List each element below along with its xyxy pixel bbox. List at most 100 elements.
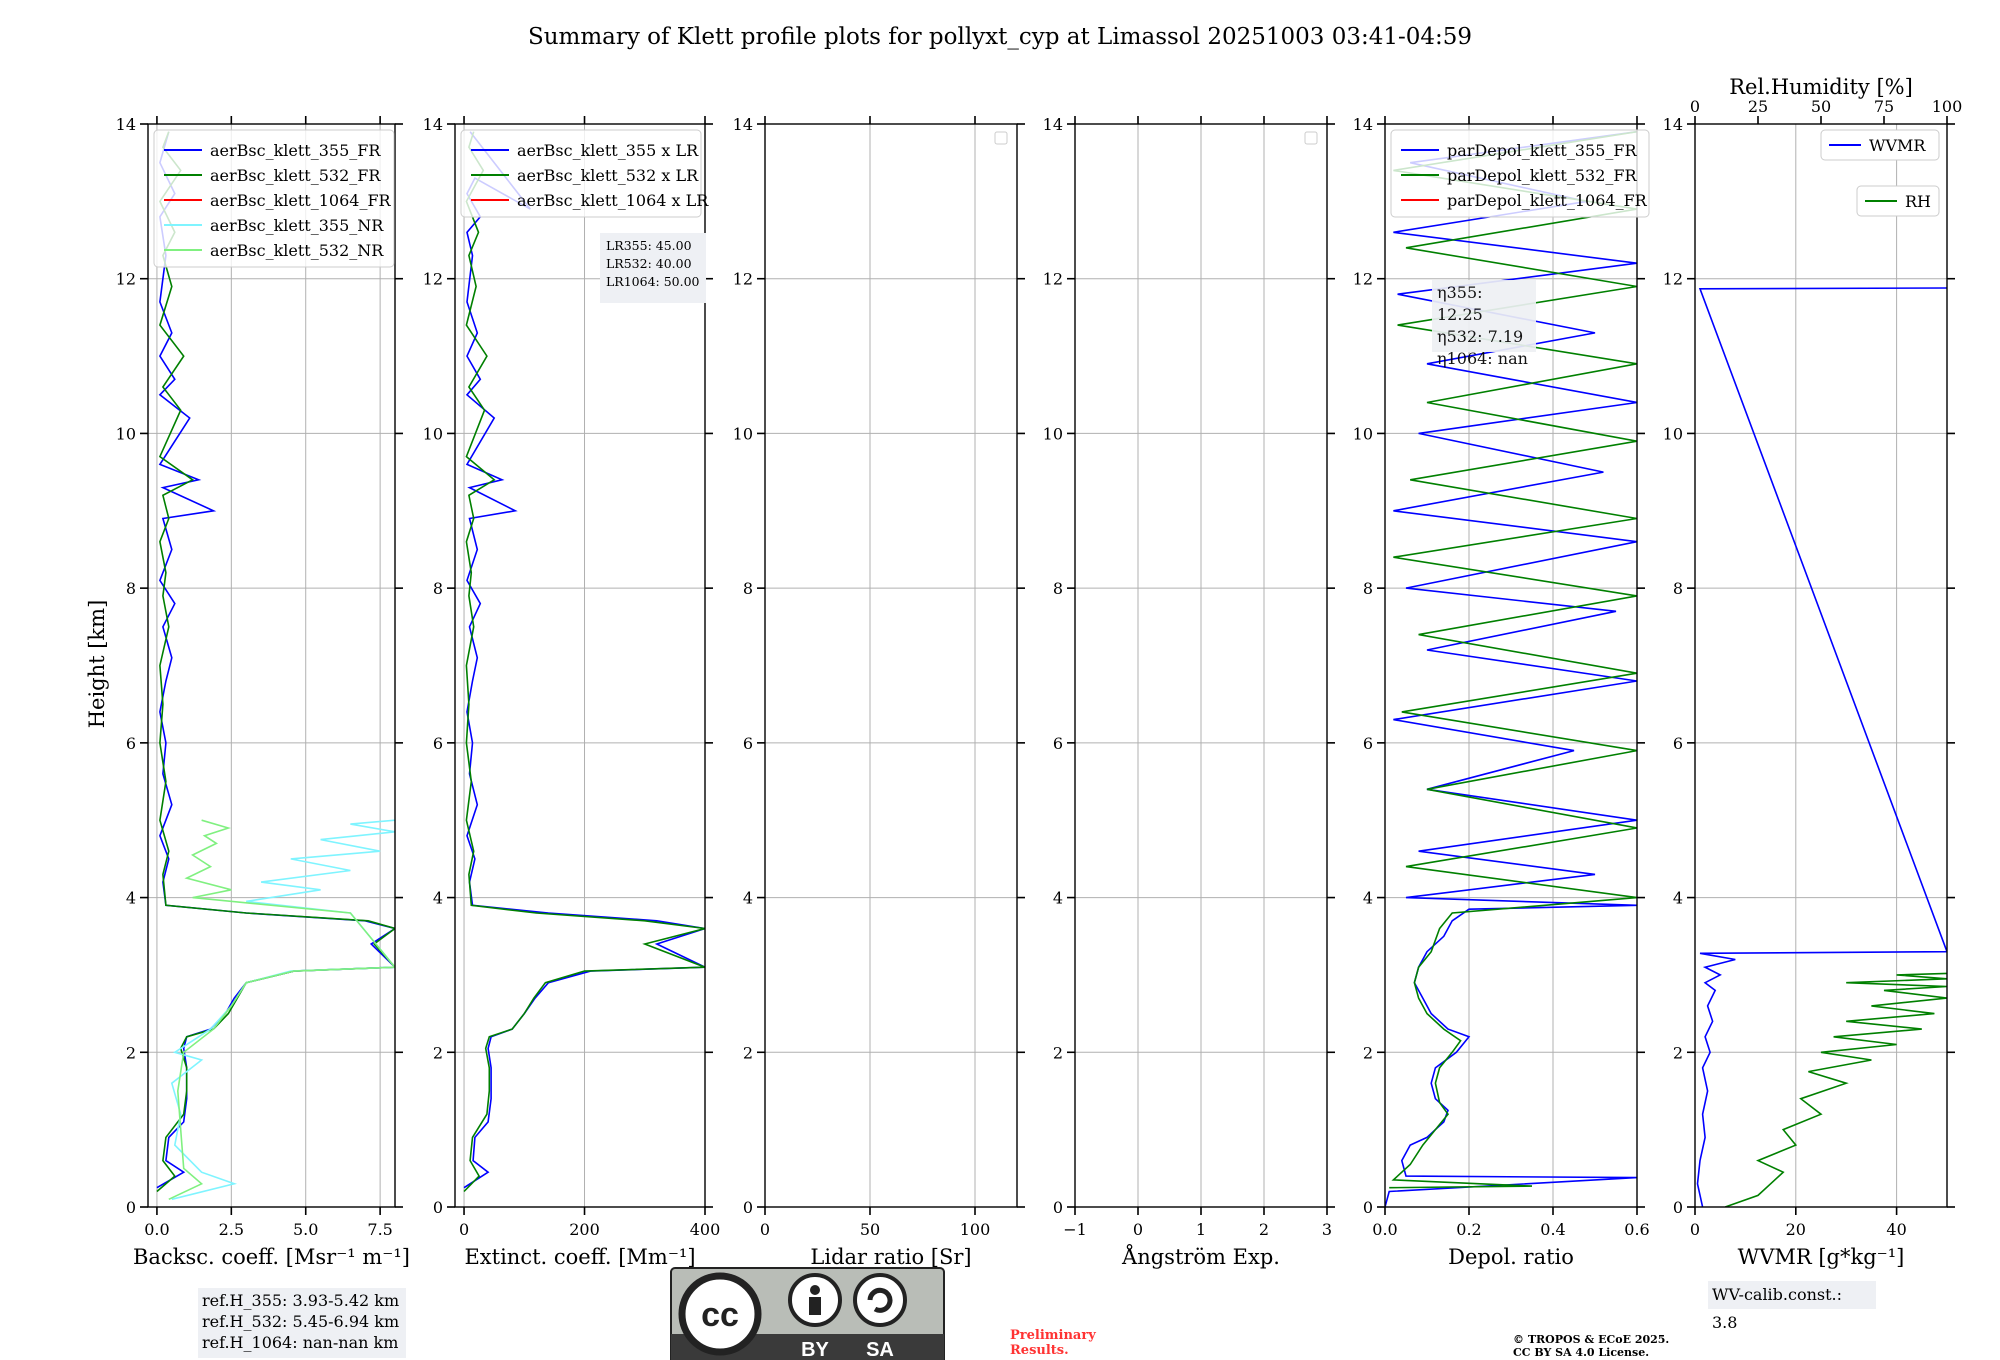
- legend-label-pardepol-klett-1064-fr: parDepol_klett_1064_FR: [1447, 191, 1648, 210]
- x2-tick-label: 25: [1748, 97, 1768, 116]
- x-tick-label: 0: [760, 1220, 770, 1239]
- y-tick-label: 0: [743, 1198, 753, 1217]
- y-tick-label: 14: [116, 115, 136, 134]
- y-tick-label: 4: [126, 889, 136, 908]
- panel-frame: [147, 123, 396, 1208]
- y-tick-label: 10: [423, 424, 443, 443]
- x-axis-label: Ångström Exp.: [1121, 1244, 1280, 1269]
- x-tick-label: 3: [1322, 1220, 1332, 1239]
- wv-calib-box: WV-calib.const.: 3.8: [1708, 1281, 1876, 1332]
- panel-frame: [454, 123, 706, 1208]
- y-tick-label: 8: [126, 579, 136, 598]
- ref-height-355: ref.H_355: 3.93-5.42 km: [202, 1291, 400, 1310]
- legend-label-aerbsc-klett-355-nr: aerBsc_klett_355_NR: [210, 216, 384, 235]
- y-tick-label: 12: [116, 270, 136, 289]
- y-tick-label: 12: [1353, 270, 1373, 289]
- y-tick-label: 14: [733, 115, 753, 134]
- y-tick-label: 10: [1353, 424, 1373, 443]
- panel-5: 0 2 4 6 8 10 12 14 0.0 0.2 0.4 0.6 Depol. ratio parDe…: [1353, 115, 1650, 1269]
- x2-tick-label: 100: [1932, 97, 1963, 116]
- series-aerbsc-klett-355-nr: [170, 819, 395, 1201]
- legend-box: [1390, 129, 1650, 218]
- series-aerbsc-klett-532-x-lr: [463, 131, 705, 1193]
- license-sa-label: SA: [866, 1339, 894, 1360]
- series-pardepol-klett-355-fr: [1385, 130, 1637, 1207]
- ref-height-532: ref.H_532: 5.45-6.94 km: [202, 1312, 400, 1331]
- y-tick-label: 0: [1363, 1198, 1373, 1217]
- panel-2: 0 2 4 6 8 10 12 14 0 200 400 Extinct. coeff. [Mm⁻¹]…: [423, 115, 721, 1269]
- legend-label-wvmr: WVMR: [1869, 136, 1926, 155]
- y-tick-label: 0: [126, 1198, 136, 1217]
- legend-label-aerbsc-klett-1064-fr: aerBsc_klett_1064_FR: [210, 191, 392, 210]
- x-axis-label: Lidar ratio [Sr]: [810, 1245, 971, 1269]
- legend-box: [1856, 185, 1940, 217]
- y-tick-label: 14: [1353, 115, 1373, 134]
- eta-box: η355: 12.25 η532: 7.19 η1064: nan: [1432, 280, 1536, 368]
- y-tick-label: 2: [1363, 1043, 1373, 1062]
- y-tick-label: 0: [1673, 1198, 1683, 1217]
- y-tick-label: 6: [1053, 734, 1063, 753]
- lr-355: LR355: 45.00: [606, 238, 692, 253]
- x2-axis-label: Rel.Humidity [%]: [1729, 75, 1913, 99]
- legend-label-pardepol-klett-355-fr: parDepol_klett_355_FR: [1447, 141, 1638, 160]
- x-tick-label: 0.0: [1372, 1220, 1397, 1239]
- page-title: Summary of Klett profile plots for polly…: [528, 24, 1472, 50]
- by-person-head: [810, 1285, 820, 1295]
- y-tick-label: 8: [1673, 579, 1683, 598]
- y-tick-label: 4: [743, 889, 753, 908]
- x-tick-label: 0.0: [144, 1220, 169, 1239]
- y-tick-label: 2: [1053, 1043, 1063, 1062]
- sa-share-icon: [853, 1273, 907, 1327]
- eta-355: η355: 12.25: [1437, 283, 1483, 324]
- license-by-label: BY: [801, 1339, 829, 1360]
- x-tick-label: 50: [860, 1220, 880, 1239]
- panel-frame: [1694, 123, 1948, 1208]
- x-tick-label: 0.4: [1540, 1220, 1565, 1239]
- y-tick-label: 10: [1043, 424, 1063, 443]
- x-tick-label: 100: [960, 1220, 991, 1239]
- legend-label-aerbsc-klett-532-nr: aerBsc_klett_532_NR: [210, 241, 384, 260]
- y-tick-label: 6: [1363, 734, 1373, 753]
- x-axis-label: Depol. ratio: [1448, 1245, 1574, 1269]
- x-tick-label: 1: [1196, 1220, 1206, 1239]
- legend-label-pardepol-klett-532-fr: parDepol_klett_532_FR: [1447, 166, 1638, 185]
- x-tick-label: 5.0: [293, 1220, 318, 1239]
- x-tick-label: −1: [1063, 1220, 1087, 1239]
- y-tick-label: 4: [1673, 889, 1683, 908]
- legend-label-aerbsc-klett-532-fr: aerBsc_klett_532_FR: [210, 166, 381, 185]
- legend-label-rh: RH: [1905, 192, 1931, 211]
- y-tick-label: 2: [1673, 1043, 1683, 1062]
- x-tick-label: 7.5: [367, 1220, 392, 1239]
- lr-1064: LR1064: 50.00: [606, 274, 700, 289]
- x-axis-label: WVMR [g*kg⁻¹]: [1738, 1245, 1905, 1269]
- x-tick-label: 0: [1133, 1220, 1143, 1239]
- y-tick-label: 6: [126, 734, 136, 753]
- x-tick-label: 400: [690, 1220, 721, 1239]
- y-tick-label: 12: [1043, 270, 1063, 289]
- empty-legend-icon: [994, 131, 1008, 145]
- x-axis-label: Extinct. coeff. [Mm⁻¹]: [464, 1245, 695, 1269]
- y-tick-label: 4: [433, 889, 443, 908]
- y-tick-label: 14: [423, 115, 443, 134]
- y-tick-label: 12: [733, 270, 753, 289]
- legend-box: [460, 129, 702, 218]
- eta-1064: η1064: nan: [1437, 349, 1528, 368]
- legend-label-aerbsc-klett-1064-x-lr: aerBsc_klett_1064 x LR: [517, 191, 709, 210]
- license-badge: cc BY SA: [670, 1267, 945, 1360]
- series-rh: [1724, 972, 1947, 1207]
- x2-tick-label: 50: [1811, 97, 1831, 116]
- sa-share-arrow: [867, 1287, 893, 1313]
- y-tick-label: 2: [433, 1043, 443, 1062]
- y-tick-label: 8: [743, 579, 753, 598]
- series-aerbsc-klett-355-fr: [156, 131, 395, 1189]
- y-tick-label: 2: [126, 1043, 136, 1062]
- lr-532: LR532: 40.00: [606, 256, 692, 271]
- panel-1: 0 2 4 6 8 10 12 14 0.0 2.5 5.0 7.5 Backsc. coeff. [M…: [116, 115, 410, 1269]
- x-tick-label: 40: [1886, 1220, 1906, 1239]
- preliminary-line-1: Preliminary: [1010, 1328, 1096, 1343]
- empty-legend-icon: [1304, 131, 1318, 145]
- y-axis-label: Height [km]: [85, 600, 109, 729]
